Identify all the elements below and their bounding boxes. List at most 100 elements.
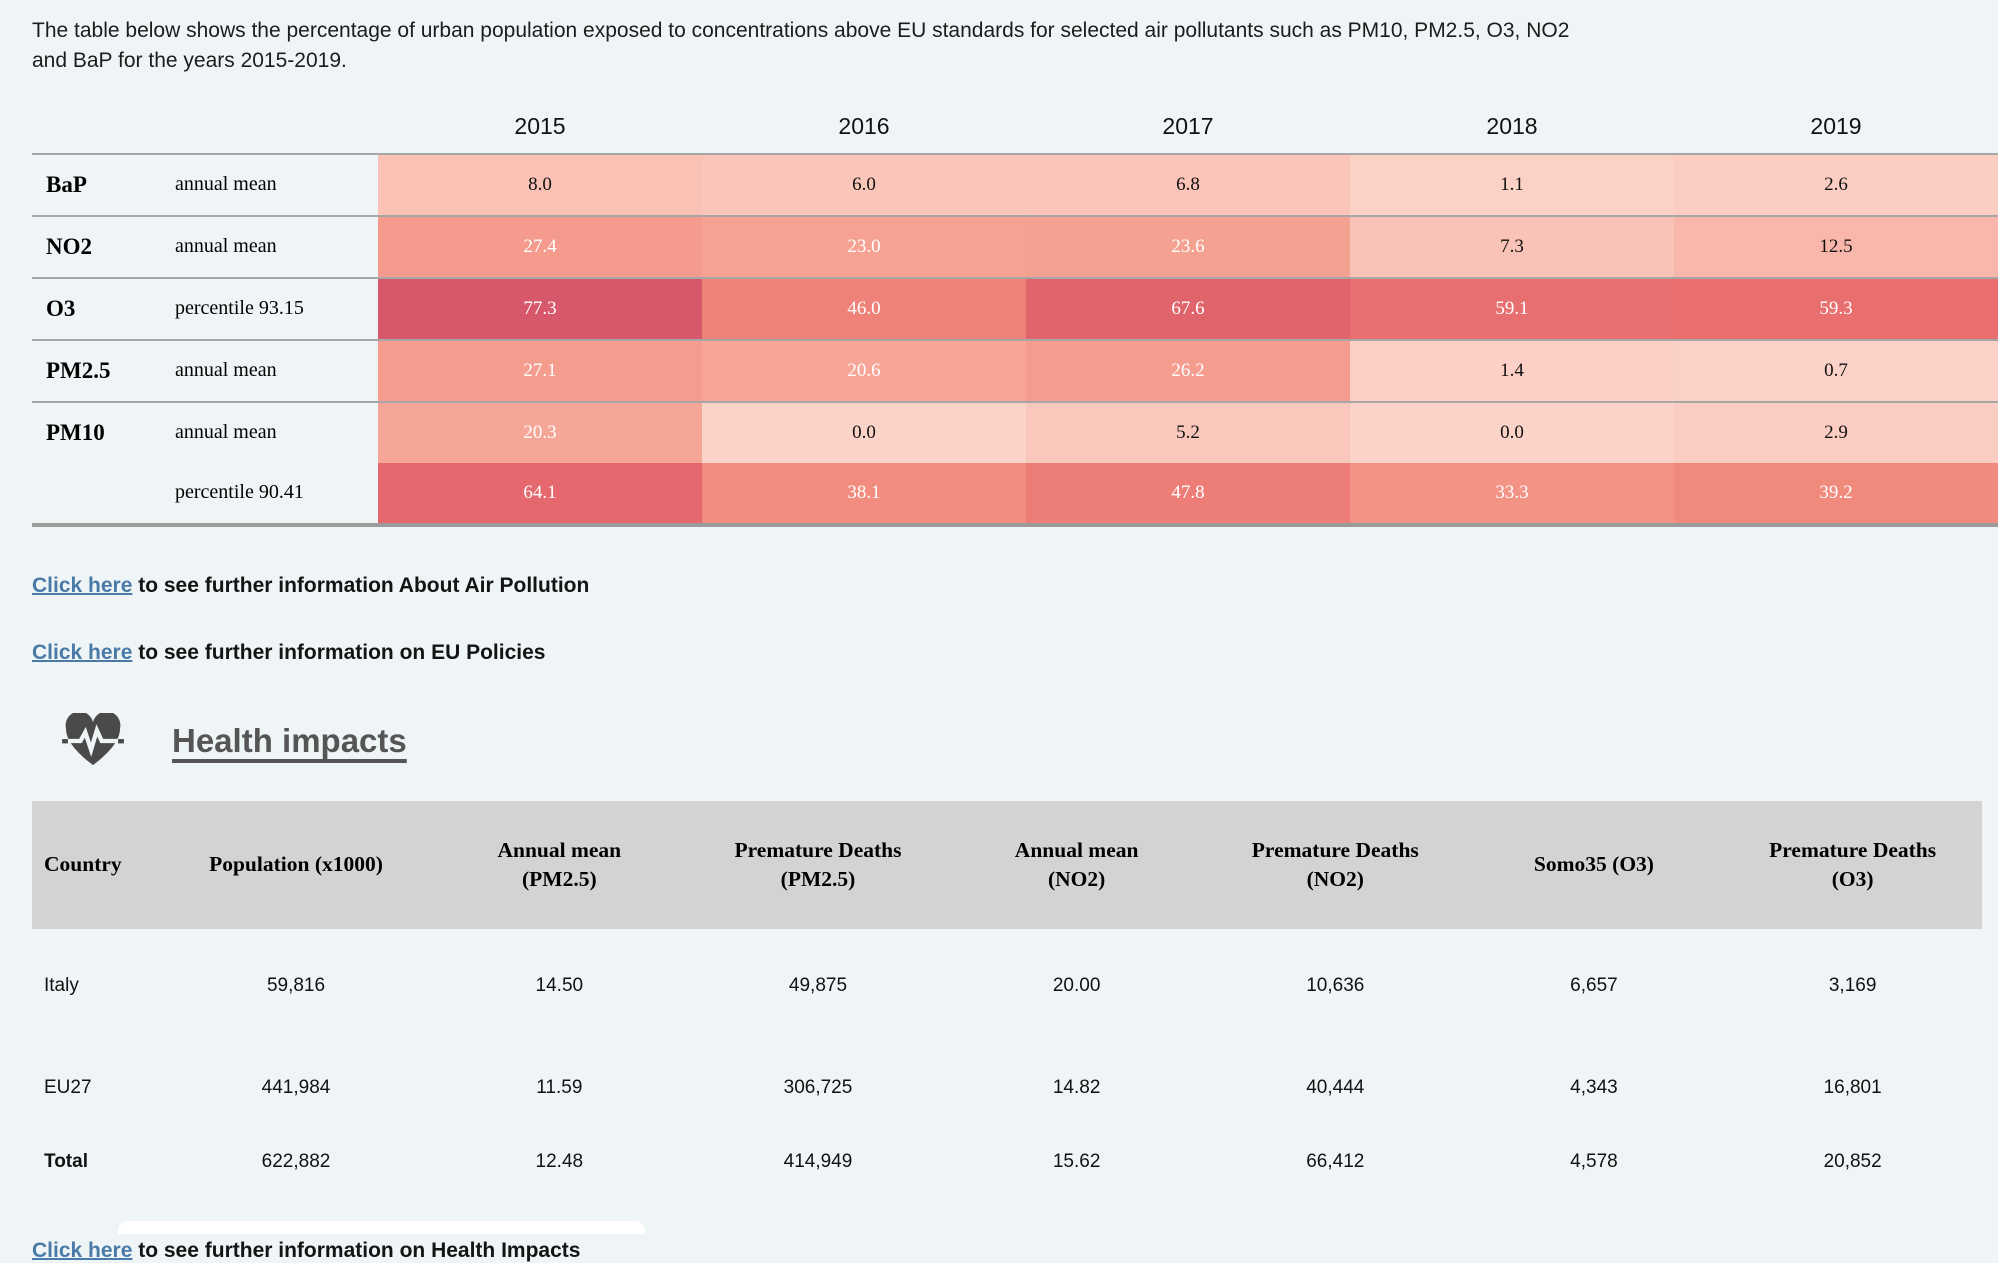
- health-column-header: Annual mean (PM2.5): [430, 800, 689, 929]
- health-table-header-row: Country Population (x1000) Annual mean (PM…: [32, 800, 1982, 929]
- heatmap-cell: 0.0: [1350, 401, 1674, 463]
- heatmap-cell: 23.6: [1026, 215, 1350, 278]
- heatmap-cell: 2.6: [1674, 153, 1998, 216]
- health-value-cell: 66,412: [1306, 1150, 1365, 1172]
- heatmap-cell: 5.2: [1026, 401, 1350, 463]
- metric-label: annual mean: [175, 235, 277, 258]
- pollutant-label: PM2.5: [46, 357, 111, 383]
- exposure-row: percentile 90.41 64.1 38.1 47.8 33.3 39.2: [32, 462, 1998, 525]
- health-table-row: EU27 441,984 11.59 306,725 14.82 40,444 4,343 1…: [32, 1043, 1982, 1133]
- heatmap-cell: 7.3: [1350, 215, 1674, 278]
- health-table-row: Italy 59,816 14.50 49,875 20.00 10,636 6,657 3,…: [32, 929, 1982, 1043]
- heatmap-cell: 1.1: [1350, 153, 1674, 216]
- health-column-header: Population (x1000): [162, 800, 430, 929]
- heatmap-cell: 0.0: [702, 401, 1026, 463]
- health-column-header: Premature Deaths (O3): [1723, 800, 1982, 929]
- health-column-header: Country: [32, 800, 162, 929]
- health-table-row: Total 622,882 12.48 414,949 15.62 66,412 4,578…: [32, 1133, 1982, 1191]
- exposure-row: O3 percentile 93.15 77.3 46.0 67.6 59.1 59.3: [32, 277, 1998, 340]
- health-value-cell: 622,882: [261, 1150, 331, 1172]
- health-value-cell: 40,444: [1306, 1076, 1365, 1098]
- heatmap-cell: 33.3: [1350, 462, 1674, 525]
- pollutant-label: O3: [46, 295, 76, 321]
- heatmap-cell: 46.0: [702, 277, 1026, 340]
- health-value-cell: 441,984: [261, 1076, 331, 1098]
- metric-label: annual mean: [175, 359, 277, 382]
- health-value-cell: 15.62: [1052, 1150, 1101, 1172]
- heatmap-cell: 39.2: [1674, 462, 1998, 525]
- partial-card: [118, 1221, 645, 1234]
- health-column-header: Somo35 (O3): [1464, 800, 1724, 929]
- heatmap-cell: 47.8: [1026, 462, 1350, 525]
- heatmap-cell: 20.3: [378, 401, 702, 463]
- heatmap-cell: 20.6: [702, 339, 1026, 402]
- empty-header-cell: [32, 101, 132, 154]
- health-impacts-table: Country Population (x1000) Annual mean (PM…: [32, 800, 1982, 1191]
- year-header: 2017: [1162, 113, 1214, 140]
- health-value-cell: 4,343: [1570, 1076, 1618, 1098]
- link-line-eu-policies: Click here to see further information on…: [32, 641, 1998, 665]
- exposure-row: BaP annual mean 8.0 6.0 6.8 1.1 2.6: [32, 153, 1998, 216]
- exposure-row: NO2 annual mean 27.4 23.0 23.6 7.3 12.5: [32, 215, 1998, 278]
- country-cell: Total: [44, 1150, 88, 1172]
- health-value-cell: 4,578: [1570, 1150, 1618, 1172]
- health-value-cell: 16,801: [1823, 1076, 1882, 1098]
- heatmap-cell: 26.2: [1026, 339, 1350, 402]
- year-header: 2018: [1486, 113, 1538, 140]
- heatmap-cell: 6.8: [1026, 153, 1350, 216]
- metric-label: percentile 90.41: [175, 481, 304, 504]
- empty-header-cell: [132, 101, 378, 154]
- air-pollution-link[interactable]: Click here: [32, 573, 133, 597]
- link-line-air-pollution: Click here to see further information Ab…: [32, 574, 1998, 598]
- health-value-cell: 20.00: [1052, 974, 1101, 996]
- exposure-year-header-row: 2015 2016 2017 2018 2019: [32, 101, 1998, 154]
- link-line-text: to see further information on Health Imp…: [132, 1238, 581, 1262]
- health-value-cell: 306,725: [783, 1076, 853, 1098]
- exposure-row: PM10 annual mean 20.3 0.0 5.2 0.0 2.9: [32, 401, 1998, 463]
- pollutant-label: NO2: [46, 233, 92, 259]
- heatmap-cell: 12.5: [1674, 215, 1998, 278]
- link-line-health-impacts: Click here to see further information on…: [32, 1239, 1998, 1263]
- exposure-table: 2015 2016 2017 2018 2019 BaP annual mean 8.0 6.…: [32, 101, 1998, 527]
- health-impacts-title: Health impacts: [172, 721, 407, 759]
- heatmap-cell: 27.1: [378, 339, 702, 402]
- pollutant-label: BaP: [46, 171, 87, 197]
- heatmap-cell: 2.9: [1674, 401, 1998, 463]
- country-cell: EU27: [44, 1076, 92, 1098]
- heatmap-cell: 59.3: [1674, 277, 1998, 340]
- health-value-cell: 414,949: [783, 1150, 853, 1172]
- heatmap-cell: 6.0: [702, 153, 1026, 216]
- pollutant-label: [32, 463, 132, 525]
- link-line-text: to see further information on EU Policie…: [132, 640, 546, 664]
- health-value-cell: 10,636: [1306, 974, 1365, 996]
- health-value-cell: 3,169: [1828, 974, 1877, 996]
- health-value-cell: 12.48: [535, 1150, 584, 1172]
- health-value-cell: 14.82: [1052, 1076, 1101, 1098]
- eu-policies-link[interactable]: Click here: [32, 640, 133, 664]
- heatmap-cell: 67.6: [1026, 277, 1350, 340]
- pollutant-label: PM10: [46, 419, 105, 445]
- heatmap-cell: 64.1: [378, 462, 702, 525]
- heatmap-cell: 27.4: [378, 215, 702, 278]
- metric-label: annual mean: [175, 173, 277, 196]
- health-value-cell: 20,852: [1823, 1150, 1882, 1172]
- heatmap-cell: 77.3: [378, 277, 702, 340]
- heatmap-cell: 38.1: [702, 462, 1026, 525]
- health-column-header: Premature Deaths (PM2.5): [688, 800, 948, 929]
- health-value-cell: 49,875: [788, 974, 848, 996]
- year-header: 2019: [1810, 113, 1862, 140]
- heatmap-cell: 8.0: [378, 153, 702, 216]
- link-line-text: to see further information About Air Pol…: [132, 573, 590, 597]
- exposure-row: PM2.5 annual mean 27.1 20.6 26.2 1.4 0.7: [32, 339, 1998, 402]
- health-impacts-link[interactable]: Click here: [32, 1238, 133, 1262]
- year-header: 2015: [514, 113, 566, 140]
- year-header: 2016: [838, 113, 890, 140]
- heatmap-cell: 23.0: [702, 215, 1026, 278]
- health-column-header: Premature Deaths (NO2): [1205, 800, 1465, 929]
- health-value-cell: 14.50: [535, 974, 584, 996]
- health-value-cell: 11.59: [536, 1076, 583, 1098]
- health-column-header: Annual mean (NO2): [947, 800, 1206, 929]
- heatmap-cell: 0.7: [1674, 339, 1998, 402]
- metric-label: percentile 93.15: [175, 297, 304, 320]
- heartbeat-icon: [62, 711, 124, 769]
